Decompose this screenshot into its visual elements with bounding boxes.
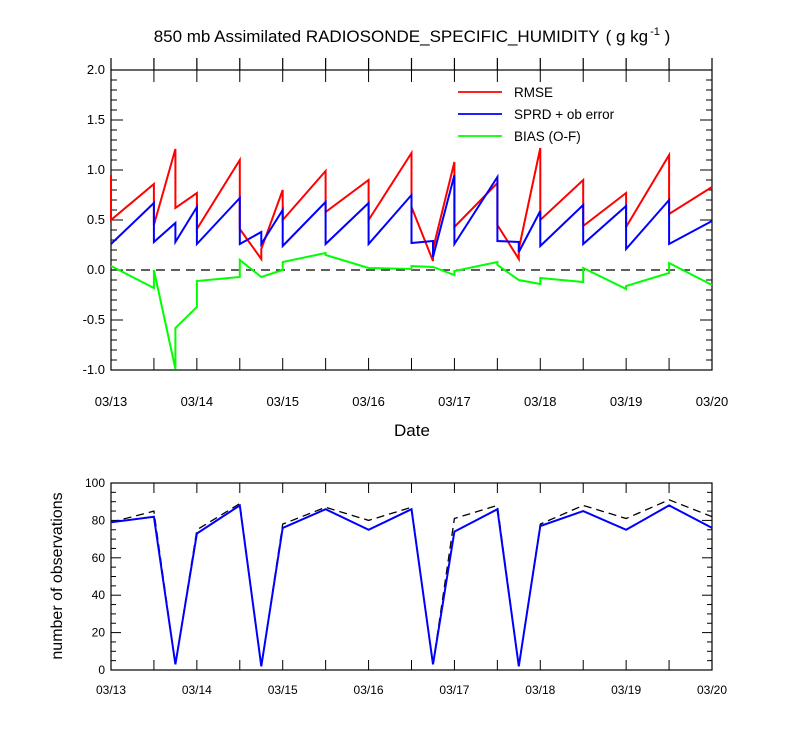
x-tick-label: 03/17 <box>439 683 469 697</box>
series-line-observations-dashed <box>110 499 713 667</box>
x-tick-label: 03/13 <box>96 683 126 697</box>
series-line-sprd-ob-error <box>110 173 713 258</box>
bottom-chart: 0 20 40 60 80 100 03/13 03/14 03/15 03/16 03/17 03/… <box>85 476 727 697</box>
y-tick-label: -1.0 <box>83 362 105 377</box>
series-line-rmse <box>110 147 713 263</box>
x-tick-label: 03/18 <box>525 683 555 697</box>
x-tick-label: 03/17 <box>438 394 471 409</box>
y-tick-label: 0.5 <box>87 212 105 227</box>
x-tick-label: 03/15 <box>266 394 299 409</box>
legend-label: BIAS (O-F) <box>514 129 581 144</box>
y-tick-label: 100 <box>85 476 105 490</box>
chart-title-units-exp: -1 <box>650 26 660 38</box>
x-tick-label: 03/14 <box>182 683 212 697</box>
x-tick-label: 03/19 <box>610 394 643 409</box>
top-chart: -1.0 -0.5 0.0 0.5 1.0 1.5 2.0 03/13 03/14 03/15 03… <box>83 58 729 409</box>
legend-label: SPRD + ob error <box>514 107 615 122</box>
chart-title-text: 850 mb Assimilated RADIOSONDE_SPECIFIC_H… <box>154 27 600 46</box>
y-tick-label: -0.5 <box>83 312 105 327</box>
y-tick-label: 0 <box>98 663 105 677</box>
series-line-bias-o-f <box>110 251 713 370</box>
y-tick-label: 0.0 <box>87 262 105 277</box>
x-tick-label: 03/16 <box>352 394 385 409</box>
x-tick-label: 03/13 <box>95 394 128 409</box>
x-tick-label: 03/15 <box>268 683 298 697</box>
series-line-observations-solid <box>110 503 713 667</box>
x-tick-label: 03/19 <box>611 683 641 697</box>
y-tick-label: 60 <box>92 551 106 565</box>
y-tick-label: 1.5 <box>87 112 105 127</box>
x-tick-label: 03/16 <box>354 683 384 697</box>
x-tick-label: 03/20 <box>697 683 727 697</box>
top-chart-xlabel: Date <box>394 421 430 440</box>
y-tick-label: 80 <box>92 513 106 527</box>
legend-label: RMSE <box>514 85 553 100</box>
x-tick-label: 03/18 <box>524 394 557 409</box>
x-tick-label: 03/20 <box>696 394 729 409</box>
y-tick-label: 40 <box>92 588 106 602</box>
chart-title-units-suffix: ) <box>660 27 670 46</box>
y-tick-label: 20 <box>92 626 106 640</box>
y-tick-label: 2.0 <box>87 62 105 77</box>
chart-title: 850 mb Assimilated RADIOSONDE_SPECIFIC_H… <box>154 26 671 46</box>
y-tick-label: 1.0 <box>87 162 105 177</box>
bottom-chart-ylabel: number of observations <box>49 492 66 659</box>
x-tick-label: 03/14 <box>181 394 214 409</box>
chart-title-units-prefix: ( g kg <box>606 27 649 46</box>
